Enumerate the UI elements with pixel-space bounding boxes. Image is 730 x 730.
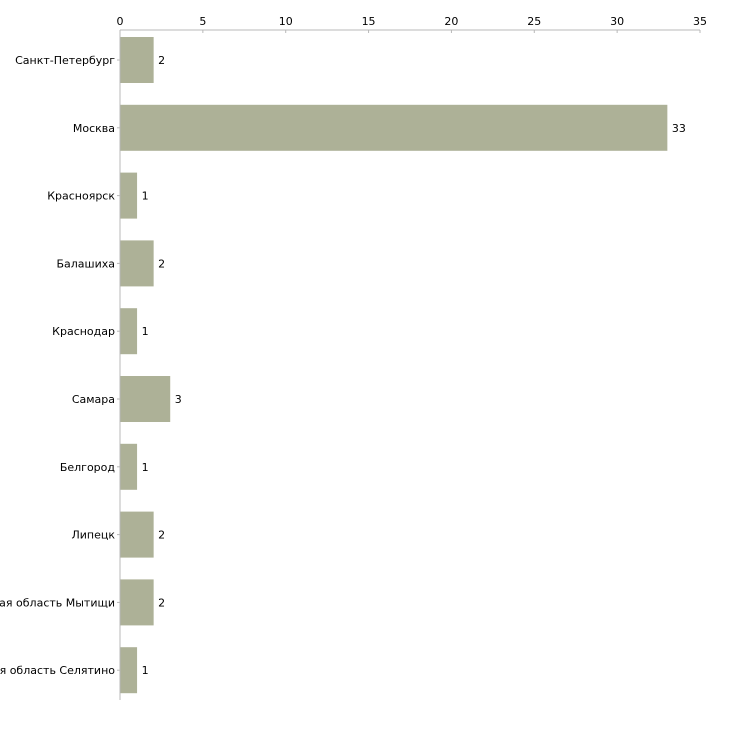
- x-tick-label: 35: [693, 15, 707, 28]
- bar: [120, 579, 154, 626]
- data-label: 1: [142, 325, 149, 338]
- x-tick-label: 20: [444, 15, 458, 28]
- data-label: 1: [142, 190, 149, 203]
- category-label: Самара: [72, 393, 115, 406]
- bar: [120, 511, 154, 558]
- data-label: 1: [142, 664, 149, 677]
- bar: [120, 647, 138, 694]
- data-label: 2: [158, 596, 165, 609]
- category-label: Московская область Селятино: [0, 664, 115, 677]
- bar: [120, 240, 154, 287]
- category-label: Москва: [73, 122, 115, 135]
- data-label: 2: [158, 529, 165, 542]
- x-tick-label: 10: [279, 15, 293, 28]
- bar: [120, 172, 138, 219]
- x-tick-label: 25: [527, 15, 541, 28]
- data-label: 33: [672, 122, 686, 135]
- category-label: Белгород: [60, 461, 116, 474]
- x-tick-label: 0: [117, 15, 124, 28]
- category-label: Балашиха: [56, 257, 115, 270]
- data-label: 2: [158, 257, 165, 270]
- bar: [120, 104, 668, 151]
- category-label: Краснодар: [52, 325, 115, 338]
- bar: [120, 308, 138, 355]
- x-tick-label: 15: [362, 15, 376, 28]
- x-tick-label: 5: [199, 15, 206, 28]
- category-label: Красноярск: [47, 190, 115, 203]
- data-label: 2: [158, 54, 165, 67]
- category-label: Московская область Мытищи: [0, 596, 115, 609]
- data-label: 1: [142, 461, 149, 474]
- data-label: 3: [175, 393, 182, 406]
- bar: [120, 37, 154, 83]
- bar: [120, 443, 138, 490]
- x-tick-label: 30: [610, 15, 624, 28]
- bar: [120, 376, 171, 422]
- category-label: Санкт-Петербург: [15, 54, 115, 67]
- category-label: Липецк: [71, 529, 115, 542]
